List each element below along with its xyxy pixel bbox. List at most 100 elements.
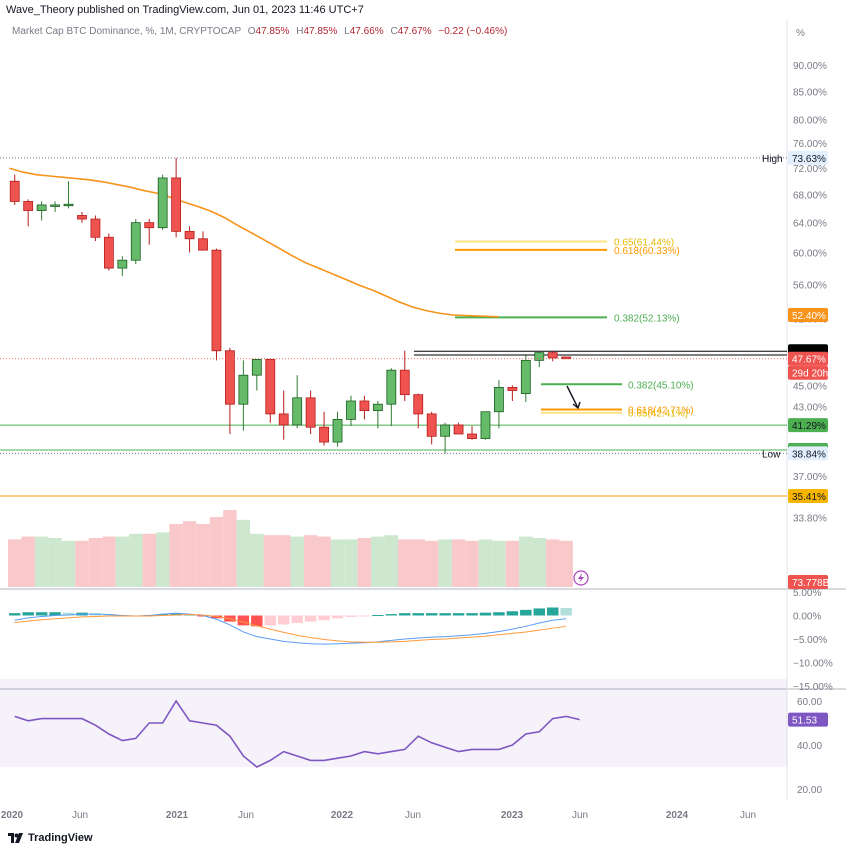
volume-bar xyxy=(317,536,331,587)
symbol-title: Market Cap BTC Dominance, %, 1M, CRYPTOC… xyxy=(12,26,241,37)
volume-bar xyxy=(8,539,22,587)
level-tag: 35.41% xyxy=(792,492,826,503)
price-tag-bg xyxy=(788,308,828,323)
candle-body xyxy=(319,426,329,443)
rsi-tick-label: 20.00 xyxy=(797,785,822,796)
volume-bar xyxy=(75,540,89,587)
volume-bar xyxy=(330,539,345,587)
candle-body xyxy=(77,215,87,220)
time-tick-label: 2021 xyxy=(166,810,189,821)
volume-bar xyxy=(424,540,439,587)
moving-average-line xyxy=(9,167,499,318)
fib-level-label: 0.382(52.13%) xyxy=(614,313,680,324)
candle-body xyxy=(426,413,437,437)
macd-histogram-bar xyxy=(22,612,34,616)
time-tick-label: Jun xyxy=(72,810,88,821)
volume-bar xyxy=(371,536,385,587)
tradingview-logo[interactable]: TradingView xyxy=(8,832,93,844)
price-tick-label: 85.00% xyxy=(793,88,827,99)
macd-histogram-bar xyxy=(9,613,21,616)
fib-level-label: 0.618(42.71%) xyxy=(628,405,694,416)
candle-body xyxy=(547,352,558,359)
time-tick-label: Jun xyxy=(740,810,756,821)
volume-bar xyxy=(115,536,130,587)
candle-body xyxy=(9,180,20,202)
rsi-tag-bg xyxy=(788,712,828,727)
macd-histogram-bar xyxy=(493,612,505,616)
open-key: O xyxy=(247,26,256,37)
forecast-arrow-icon xyxy=(566,385,581,410)
volume-bar xyxy=(196,524,210,587)
volume-bar xyxy=(277,535,291,587)
volume-bar xyxy=(61,540,76,587)
volume-bar xyxy=(155,532,170,587)
y-axis-unit: % xyxy=(796,28,805,39)
candle-body xyxy=(453,424,464,435)
time-tick-label: Jun xyxy=(238,810,254,821)
price-tag-bg xyxy=(788,351,828,366)
macd-histogram-bar xyxy=(520,609,532,616)
macd-histogram-bar xyxy=(506,611,519,616)
bar-countdown: 29d 20h xyxy=(792,369,828,380)
candle-body xyxy=(225,350,235,405)
fib-level-label: 0.65(42.41%) xyxy=(628,409,688,420)
macd-histogram-bar xyxy=(318,615,330,621)
lightning-icon xyxy=(573,570,589,586)
candle-body xyxy=(534,352,545,361)
macd-histogram-bar xyxy=(358,615,371,617)
volume-bar xyxy=(546,539,560,587)
price-tick-label: 60.00% xyxy=(793,248,827,259)
macd-histogram-bar xyxy=(183,615,196,617)
candle-body xyxy=(292,397,303,426)
volume-bar xyxy=(34,536,49,587)
volume-bar xyxy=(88,538,103,587)
macd-histogram-bar xyxy=(62,612,75,616)
close-value: 47.67% xyxy=(397,26,432,37)
volume-bar xyxy=(438,539,452,587)
macd-tick-label: −15.00% xyxy=(793,682,833,693)
volume-bar xyxy=(250,533,264,587)
fib-level-label: 0.65(61.44%) xyxy=(614,237,674,248)
macd-histogram-bar xyxy=(345,615,357,617)
volume-tag: 73.778B xyxy=(792,578,830,589)
time-tick-label: 2023 xyxy=(501,810,524,821)
volume-bar xyxy=(398,539,412,587)
macd-histogram-bar xyxy=(278,615,290,625)
price-tick-label: 33.80% xyxy=(793,514,827,525)
volume-bar xyxy=(559,540,573,587)
candle-body xyxy=(520,359,531,395)
time-tick-label: 2020 xyxy=(1,810,24,821)
candle-body xyxy=(198,238,208,251)
candle-body xyxy=(332,419,343,443)
volume-bar xyxy=(384,535,399,587)
candle-body xyxy=(480,411,491,439)
high-value: 47.85% xyxy=(303,26,338,37)
volume-bar xyxy=(223,510,237,587)
volume-bar xyxy=(263,535,277,587)
macd-histogram-bar xyxy=(560,607,572,616)
candle-body xyxy=(157,177,168,229)
volume-bar xyxy=(357,538,372,587)
candle-body xyxy=(399,369,410,396)
extreme-tag: 73.63% xyxy=(792,154,826,165)
candle-body xyxy=(144,222,155,229)
volume-bar xyxy=(478,539,493,587)
candle-body xyxy=(63,203,74,207)
close-key: C xyxy=(390,26,398,37)
macd-histogram-bar xyxy=(439,613,451,616)
change-value: −0.22 (−0.46%) xyxy=(438,26,508,37)
volume-bar xyxy=(236,519,251,587)
macd-histogram-bar xyxy=(49,612,61,616)
macd-histogram-bar xyxy=(251,615,263,627)
candle-body xyxy=(440,424,451,437)
tradingview-logo-text: TradingView xyxy=(28,832,93,844)
volume-bar xyxy=(169,524,183,587)
volume-bar xyxy=(48,538,62,587)
price-tick-label: 90.00% xyxy=(793,61,827,72)
price-tick-label: 64.00% xyxy=(793,219,827,230)
price-tick-label: 45.00% xyxy=(793,381,827,392)
price-tag: 52.40% xyxy=(792,311,826,322)
volume-bar xyxy=(182,521,197,587)
extreme-label: High xyxy=(762,154,783,165)
